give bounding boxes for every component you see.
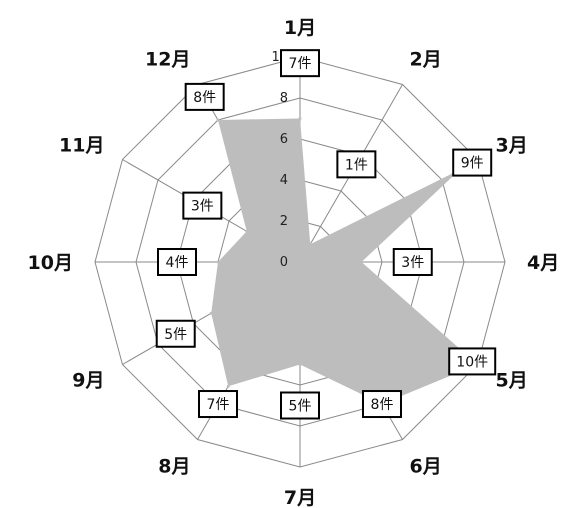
data-label-text: 7件: [207, 397, 230, 413]
data-label-text: 5件: [289, 399, 312, 415]
data-point: [298, 117, 302, 120]
data-label-text: 1件: [345, 157, 368, 173]
data-label-box: [392, 248, 433, 276]
data-point: [245, 229, 249, 233]
category-label: 8月: [158, 456, 190, 478]
category-label: 2月: [410, 48, 442, 70]
data-label-box: [280, 391, 320, 420]
data-label: 5件: [280, 391, 320, 420]
category-label: 9月: [72, 370, 104, 392]
data-label-box: [448, 347, 497, 376]
data-label-box: [280, 49, 320, 78]
data-label: 7件: [198, 390, 238, 419]
data-point: [209, 311, 213, 315]
data-label-box: [155, 319, 196, 348]
data-point: [308, 242, 312, 246]
tick-label: 2: [280, 214, 288, 229]
category-label: 3月: [496, 135, 528, 157]
category-label: 4月: [527, 252, 559, 274]
category-label: 11月: [59, 135, 104, 157]
data-label-text: 10件: [456, 354, 488, 370]
data-label: 8件: [184, 82, 225, 111]
data-point: [298, 363, 302, 366]
data-label: 7件: [280, 49, 320, 78]
data-label-text: 5件: [164, 327, 187, 343]
data-label-text: 3件: [191, 199, 214, 215]
data-label: 3件: [182, 191, 223, 220]
data-label: 8件: [362, 390, 402, 419]
data-point: [226, 384, 230, 388]
data-label: 10件: [448, 347, 497, 376]
data-label-text: 3件: [401, 255, 424, 271]
category-label: 10月: [28, 252, 73, 274]
data-label-box: [182, 191, 223, 220]
data-label: 3件: [392, 248, 433, 276]
data-point: [216, 118, 220, 122]
data-label-text: 4件: [166, 255, 189, 271]
data-label-text: 7件: [289, 56, 312, 72]
data-label-text: 8件: [193, 90, 216, 106]
data-label-box: [198, 390, 238, 419]
tick-label: 4: [280, 173, 288, 188]
data-label: 9件: [452, 148, 493, 177]
category-label: 5月: [496, 370, 528, 392]
tick-label: 0: [280, 255, 288, 270]
data-label-box: [157, 248, 197, 276]
data-label: 1件: [336, 150, 377, 179]
category-label: 6月: [410, 456, 442, 478]
tick-label: 6: [280, 132, 288, 147]
data-label: 4件: [157, 248, 197, 276]
data-point: [360, 260, 363, 264]
data-labels: 7件 1件 9件 3件 10件 8件 5件 7件 5件 4件 3件 8件: [155, 49, 497, 420]
data-label-box: [452, 148, 493, 177]
tick-label: 8: [280, 91, 288, 106]
data-label-text: 9件: [461, 156, 484, 172]
data-label: 5件: [155, 319, 196, 348]
category-labels: 1月 2月 3月 4月 5月 6月 7月 8月 9月 10月 11月 12月: [28, 17, 560, 508]
data-label-box: [184, 82, 225, 111]
series-area: [211, 118, 478, 405]
category-label: 1月: [284, 17, 316, 39]
category-label: 7月: [284, 487, 316, 508]
data-label-box: [362, 390, 402, 419]
data-label-text: 8件: [371, 397, 394, 413]
data-label-box: [336, 150, 377, 179]
category-label: 12月: [145, 48, 190, 70]
data-point: [216, 260, 220, 264]
